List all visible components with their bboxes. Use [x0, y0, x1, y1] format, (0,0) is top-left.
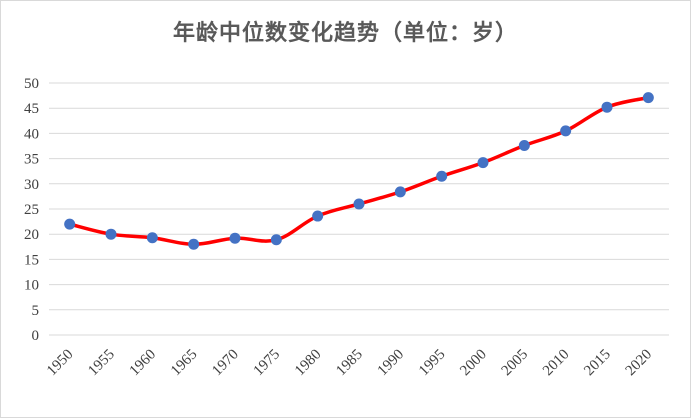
x-tick-label: 2005 [499, 347, 532, 380]
data-point [353, 198, 365, 210]
x-tick-label: 1995 [416, 347, 449, 380]
x-tick-label: 1985 [333, 347, 366, 380]
data-point [105, 228, 117, 240]
data-point [436, 170, 448, 182]
data-point [188, 238, 200, 250]
y-tick-label: 10 [24, 278, 39, 294]
data-point [146, 232, 158, 244]
y-tick-label: 15 [24, 252, 39, 268]
x-tick-label: 1970 [209, 347, 242, 380]
x-tick-label: 2010 [540, 347, 573, 380]
x-tick-label: 1955 [85, 347, 118, 380]
data-point [518, 139, 530, 151]
x-tick-label: 2015 [581, 347, 614, 380]
data-point [312, 210, 324, 222]
chart-title: 年龄中位数变化趋势（单位：岁） [172, 20, 518, 46]
series-line [67, 95, 651, 247]
data-point [64, 218, 76, 230]
y-axis-ticks: 0 5 10 15 20 25 30 35 40 45 50 [24, 76, 39, 344]
x-tick-label: 2000 [457, 347, 490, 380]
x-tick-label: 1960 [127, 347, 160, 380]
y-tick-label: 20 [24, 227, 39, 243]
y-tick-label: 35 [24, 152, 39, 168]
x-axis-ticks: 1950 1955 1960 1965 1970 1975 1980 1985 1990 1995… [44, 347, 655, 380]
y-tick-label: 45 [24, 101, 39, 117]
x-tick-label: 1965 [168, 347, 201, 380]
gridlines [49, 82, 669, 336]
data-point [394, 186, 406, 198]
x-tick-label: 1980 [292, 347, 325, 380]
y-tick-label: 5 [32, 303, 40, 319]
y-tick-label: 30 [24, 177, 39, 193]
x-tick-label: 1950 [44, 347, 77, 380]
data-point [477, 157, 489, 169]
data-point [642, 92, 654, 104]
y-tick-label: 40 [24, 126, 39, 142]
data-point [270, 234, 282, 246]
x-tick-label: 1975 [251, 347, 284, 380]
y-tick-label: 0 [32, 328, 40, 344]
y-tick-label: 50 [24, 76, 39, 92]
data-point [560, 125, 572, 137]
data-point [229, 232, 241, 244]
x-tick-label: 2020 [623, 347, 656, 380]
y-tick-label: 25 [24, 202, 39, 218]
series-group [64, 92, 654, 250]
x-tick-label: 1990 [375, 347, 408, 380]
data-point [601, 101, 613, 113]
